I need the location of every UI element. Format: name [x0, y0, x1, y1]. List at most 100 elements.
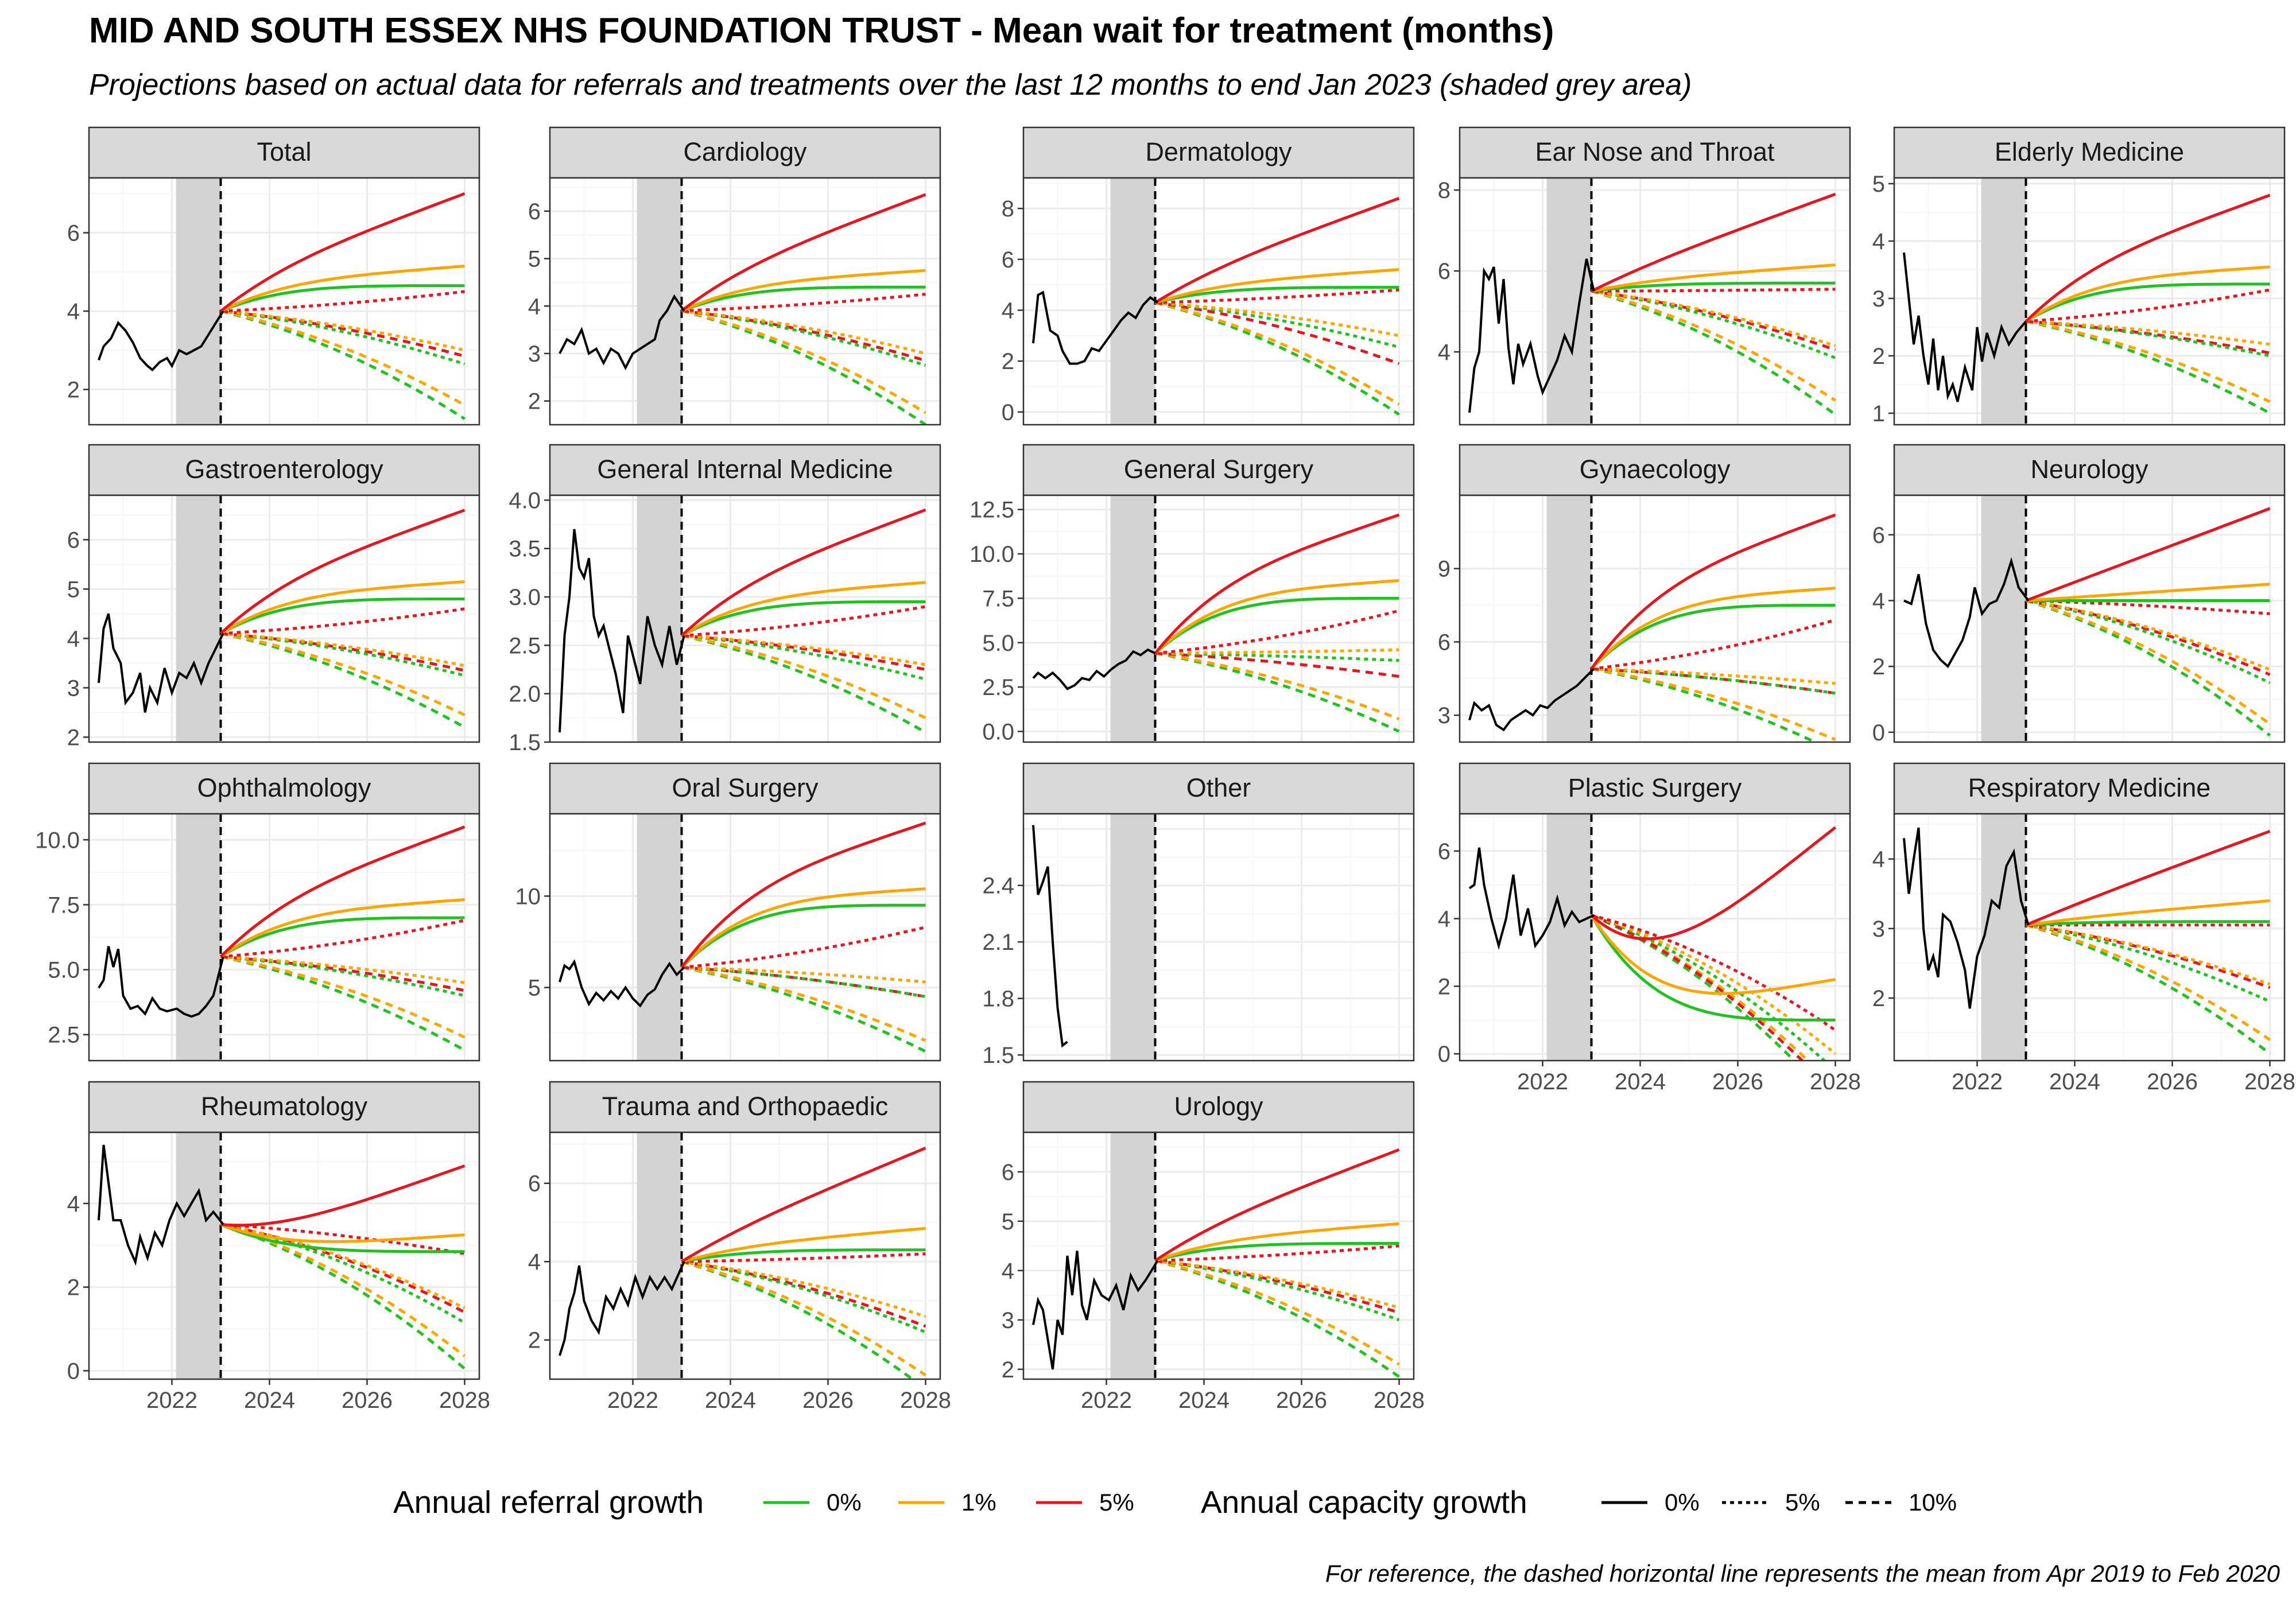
chart-title: MID AND SOUTH ESSEX NHS FOUNDATION TRUST… — [89, 11, 1554, 51]
historic-line — [559, 1261, 685, 1356]
panel-strip — [88, 762, 480, 815]
y-tick-label: 6 — [1438, 630, 1450, 655]
x-tick-label: 2028 — [2244, 1069, 2295, 1094]
panel-other: Other 1.5 1.8 2.1 2.4 — [982, 762, 1415, 1068]
projection-line-r1_c5 — [681, 1260, 926, 1318]
projection-line-r1_c5 — [2026, 599, 2271, 671]
y-tick-label: 1.8 — [982, 987, 1014, 1012]
panel-strip — [1022, 126, 1415, 179]
y-tick-label: 4 — [67, 1191, 80, 1217]
projection-line-r1_c0 — [1154, 268, 1399, 304]
projection-line-r5_c10 — [1155, 651, 1399, 678]
y-tick-label: 1 — [1872, 401, 1885, 426]
y-tick-label: 0 — [1002, 400, 1014, 425]
projection-line-r1_c0 — [2025, 265, 2270, 323]
legend-label-referral: 0% — [827, 1489, 862, 1516]
panel-strip-label: Gastroenterology — [185, 455, 383, 484]
y-tick-label: 4 — [1872, 229, 1885, 254]
shaded-period — [176, 1132, 221, 1379]
panel-plastic-surgery: Plastic Surgery 0 2 4 6 2022 2024 2026 2028 — [1438, 762, 1861, 1094]
gridlines — [550, 1132, 940, 1379]
x-tick-label: 2022 — [1517, 1069, 1568, 1094]
projection-line-r1_c5 — [681, 309, 926, 355]
projection-line-r1_c0 — [1590, 587, 1836, 670]
projection-line-r0_c0 — [1154, 1242, 1399, 1263]
caption-note: For reference, the dashed horizontal lin… — [1325, 1560, 2280, 1587]
y-tick-label: 6 — [528, 199, 541, 224]
panel-rheumatology: Rheumatology 0 2 4 2022 2024 2026 2028 — [67, 1081, 490, 1413]
projection-line-r5_c0 — [680, 821, 926, 969]
historic-line — [1468, 667, 1595, 732]
panel-ear-nose-and-throat: Ear Nose and Throat 4 6 8 — [1438, 126, 1851, 426]
panel-cardiology: Cardiology 2 3 4 5 6 — [528, 126, 941, 426]
projection-line-r0_c0 — [681, 285, 926, 312]
y-tick-label: 10.0 — [969, 542, 1014, 567]
y-tick-label: 2 — [1872, 986, 1885, 1011]
shaded-period — [176, 814, 221, 1061]
x-tick-label: 2028 — [1374, 1388, 1425, 1413]
x-tick-label: 2028 — [1810, 1069, 1861, 1094]
projection-line-r1_c0 — [680, 887, 926, 969]
panel-border — [549, 177, 941, 426]
projection-line-r5_c0 — [680, 508, 926, 637]
projection-line-r1_c10 — [2026, 320, 2271, 403]
panel-strip-label: Plastic Surgery — [1568, 773, 1742, 802]
projection-line-r5_c0 — [680, 193, 926, 312]
panel-border — [1893, 177, 2286, 426]
panel-strip-label: Trauma and Orthopaedic — [602, 1092, 889, 1121]
panel-strip-label: General Internal Medicine — [597, 455, 893, 484]
panel-border — [549, 1131, 941, 1380]
projection-line-r5_c5 — [681, 1252, 926, 1263]
legend-capacity-title: Annual capacity growth — [1201, 1484, 1527, 1520]
historic-line — [559, 959, 685, 1008]
projection-line-r0_c5 — [2026, 923, 2271, 1003]
y-tick-label: 2 — [1002, 349, 1014, 374]
projection-line-r5_c5 — [220, 1222, 465, 1255]
shaded-period — [1546, 814, 1592, 1061]
y-tick-label: 4 — [67, 299, 80, 324]
panel-strip-label: Urology — [1174, 1092, 1263, 1121]
y-tick-label: 5 — [528, 247, 541, 272]
projection-line-r5_c0 — [2025, 507, 2271, 602]
projection-line-r5_c5 — [220, 290, 465, 313]
projection-line-r0_c0 — [681, 600, 926, 637]
shaded-period — [1110, 495, 1155, 742]
projection-line-r1_c0 — [1591, 263, 1836, 293]
panel-strip-label: Ear Nose and Throat — [1535, 137, 1775, 166]
y-tick-label: 2 — [67, 1275, 80, 1301]
y-tick-label: 5 — [1002, 1209, 1014, 1235]
projection-line-r5_c0 — [219, 509, 466, 635]
y-tick-label: 2.4 — [982, 874, 1014, 899]
gridlines — [1023, 814, 1414, 1061]
y-tick-label: 6 — [528, 1171, 541, 1197]
historic-line — [1032, 290, 1158, 365]
panel-strip — [549, 444, 941, 496]
projection-line-r5_c0 — [2024, 193, 2271, 323]
y-tick-label: 6 — [1438, 259, 1450, 284]
panel-gastroenterology: Gastroenterology 2 3 4 5 6 — [67, 444, 480, 750]
projection-line-r1_c5 — [1591, 667, 1836, 685]
y-tick-label: 2 — [528, 389, 541, 414]
y-tick-label: 2 — [67, 725, 80, 750]
y-tick-label: 4 — [1872, 588, 1885, 614]
gridlines — [1023, 178, 1414, 425]
projection-line-r1_c5 — [2026, 923, 2271, 986]
legend-referral-title: Annual referral growth — [393, 1484, 704, 1520]
projection-line-r0_c0 — [681, 1248, 926, 1263]
legend-label-capacity: 10% — [1909, 1489, 1957, 1516]
projection-line-r1_c10 — [1154, 1259, 1400, 1366]
x-tick-label: 2024 — [2049, 1069, 2100, 1094]
historic-line — [1032, 825, 1068, 1048]
y-tick-label: 0.0 — [982, 719, 1014, 744]
y-tick-label: 4 — [1438, 340, 1450, 365]
panel-strip-label: Rheumatology — [201, 1092, 368, 1121]
panel-strip — [1459, 762, 1851, 815]
legend-label-capacity: 5% — [1785, 1489, 1820, 1516]
projection-line-r1_c0 — [681, 269, 926, 312]
projection-line-r1_c0 — [220, 1222, 465, 1243]
projection-line-r0_c0 — [1591, 281, 1836, 293]
panel-strip-label: Other — [1186, 773, 1251, 802]
projection-line-r0_c0 — [220, 597, 465, 635]
projection-line-r1_c0 — [220, 265, 465, 313]
panel-strip-label: Dermatology — [1145, 137, 1292, 166]
